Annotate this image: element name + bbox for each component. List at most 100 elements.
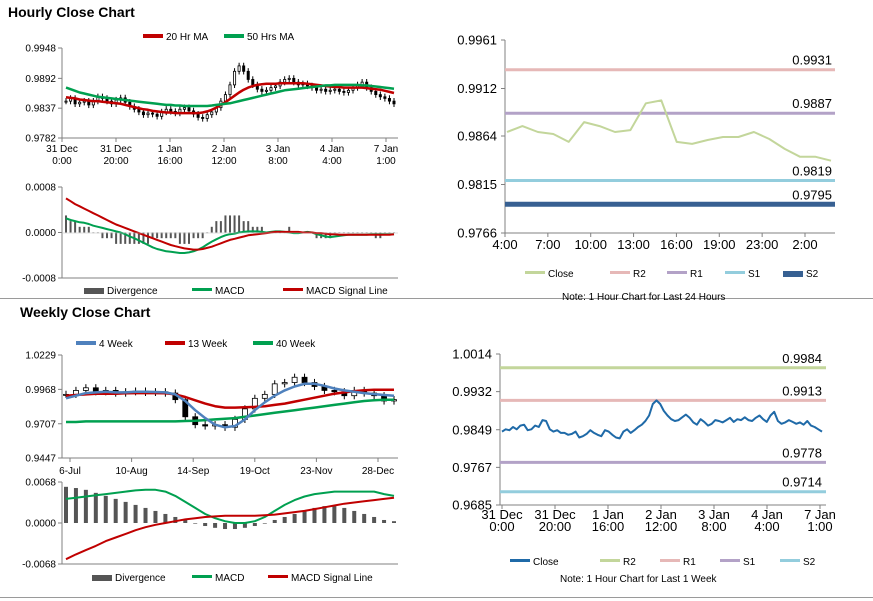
hourly-macd-divergence-bar: [288, 226, 291, 233]
hourly-levels-ytick-label: 0.9815: [457, 177, 497, 192]
weekly-macd-divergence-bar: [242, 523, 247, 528]
hourly-macd-divergence-bar: [160, 232, 163, 239]
weekly-macd-divergence-bar: [292, 513, 297, 523]
hourly-macd-divergence-bar: [74, 221, 77, 233]
weekly-macd-divergence-bar: [312, 507, 317, 523]
weekly-macd-ytick-label: -0.0068: [22, 560, 56, 571]
hourly-macd-divergence-bar: [260, 226, 263, 233]
hourly-legend-signal-label: MACD Signal Line: [306, 286, 388, 297]
hourly-candle-body: [333, 88, 337, 91]
weekly-levels-legend-r2-swatch: [600, 559, 620, 562]
hourly-candle-body: [264, 89, 268, 92]
hourly-candles-xtick-label: 4:00: [322, 156, 342, 167]
hourly-macd-divergence-bar: [151, 232, 154, 239]
weekly-macd-divergence-bar: [113, 498, 118, 523]
hourly-candle-body: [233, 70, 237, 86]
weekly-macd-divergence-bar: [153, 510, 158, 523]
weekly-candle-body: [301, 376, 308, 383]
hourly-levels-xtick-label: 23:00: [746, 237, 779, 252]
weekly-macd-divergence-bar: [252, 523, 257, 527]
hourly-candles-ytick-label: 0.9837: [25, 104, 56, 115]
hourly-candle-body: [292, 77, 296, 83]
weekly-levels-legend-r2-label: R2: [623, 557, 636, 568]
hourly-levels-legend-s2-swatch: [783, 271, 803, 277]
hourly-candle-body: [78, 101, 82, 105]
hourly-candle-body: [378, 94, 382, 98]
hourly-candle-body: [260, 88, 264, 92]
hourly-levels-xtick-label: 16:00: [660, 237, 693, 252]
weekly-macd-divergence-bar: [262, 523, 267, 524]
hourly-macd-divergence-bar: [247, 221, 250, 233]
weekly-macd-divergence-bar: [143, 507, 148, 523]
hourly-macd-divergence-bar: [69, 221, 72, 233]
hourly-macd-divergence-bar: [233, 215, 236, 233]
weekly-macd-divergence-bar: [342, 507, 347, 523]
hourly-macd-divergence-bar: [256, 226, 259, 233]
hourly-levels-close-line: [506, 99, 832, 162]
hourly-candle-body: [210, 111, 214, 116]
hourly-candle-body: [246, 70, 250, 80]
hourly-candle-body: [337, 88, 341, 92]
hourly-ma20-line: [65, 81, 395, 115]
hourly-macd-divergence-bar: [192, 232, 195, 239]
weekly-legend-divergence-label: Divergence: [115, 573, 166, 584]
weekly-candles-xtick-label: 28-Dec: [362, 466, 394, 477]
hourly-macd-divergence-bar: [210, 226, 213, 233]
weekly-macd-divergence-bar: [133, 504, 138, 523]
hourly-macd-divergence-bar: [119, 232, 122, 244]
hourly-candles-xtick-label: 20:00: [103, 156, 128, 167]
hourly-candles-xtick-label: 1 Jan: [158, 144, 182, 155]
hourly-levels-s1-level-label: 0.9819: [792, 164, 832, 179]
weekly-levels-xtick-label: 20:00: [539, 519, 572, 534]
bottom-divider: [0, 597, 873, 598]
hourly-macd-divergence-bar: [142, 232, 145, 244]
hourly-candle-body: [205, 114, 209, 119]
hourly-candles-xtick-label: 3 Jan: [266, 144, 290, 155]
hourly-levels-legend-s1-swatch: [725, 271, 745, 274]
weekly-macd-divergence-bar: [123, 501, 128, 523]
weekly-levels-ytick-label: 0.9767: [452, 460, 492, 475]
hourly-macd-divergence-bar: [115, 232, 118, 244]
hourly-macd-ytick-label: -0.0008: [22, 274, 56, 285]
weekly-macd-divergence-bar: [372, 516, 377, 523]
weekly-macd-divergence-bar: [302, 510, 307, 523]
hourly-levels-note: Note: 1 Hour Chart for Last 24 Hours: [562, 292, 725, 303]
hourly-candles-xtick-label: 16:00: [157, 156, 182, 167]
weekly-macd-divergence-bar: [272, 519, 277, 523]
hourly-macd-divergence-bar: [65, 215, 67, 233]
weekly-macd-divergence-bar: [322, 506, 327, 523]
weekly-levels-legend-close-label: Close: [533, 557, 559, 568]
hourly-candles-xtick-label: 7 Jan: [374, 144, 398, 155]
weekly-levels-legend-r1-label: R1: [683, 557, 696, 568]
hourly-levels-legend-close-swatch: [525, 271, 545, 274]
weekly-candles-xtick-label: 19-Oct: [240, 466, 270, 477]
weekly-candle-body: [291, 376, 298, 383]
weekly-macd-divergence-bar: [103, 495, 108, 523]
weekly-levels-xtick-label: 12:00: [645, 519, 678, 534]
hourly-candle-body: [383, 96, 387, 99]
hourly-candle-body: [201, 116, 205, 119]
hourly-macd-ytick-label: 0.0008: [25, 183, 56, 194]
hourly-candle-body: [315, 87, 319, 91]
hourly-candle-body: [242, 65, 246, 72]
hourly-levels-xtick-label: 7:00: [535, 237, 560, 252]
hourly-macd-divergence-bar: [242, 221, 245, 233]
hourly-candles-xtick-label: 12:00: [211, 156, 236, 167]
hourly-levels-xtick-label: 19:00: [703, 237, 736, 252]
weekly-macd-divergence-bar: [193, 523, 198, 524]
hourly-candles-xtick-label: 8:00: [268, 156, 288, 167]
weekly-macd-divergence-bar: [203, 523, 208, 527]
weekly-legend-40-week-label: 40 Week: [276, 339, 316, 350]
hourly-macd-divergence-bar: [215, 221, 218, 233]
weekly-macd-divergence-bar: [232, 523, 237, 530]
hourly-candle-body: [64, 100, 68, 103]
hourly-legend-macd-label: MACD: [215, 286, 244, 297]
hourly-macd-divergence-bar: [137, 232, 140, 244]
weekly-levels-legend-s2-swatch: [780, 559, 800, 562]
weekly-candles-ytick-label: 0.9968: [25, 385, 56, 396]
hourly-candles-xtick-label: 31 Dec: [46, 144, 78, 155]
hourly-macd-divergence-bar: [197, 232, 200, 239]
hourly-legend-50hrs-ma-swatch: [224, 34, 244, 38]
hourly-macd-divergence-bar: [201, 232, 204, 239]
hourly-levels-ytick-label: 0.9864: [457, 129, 497, 144]
